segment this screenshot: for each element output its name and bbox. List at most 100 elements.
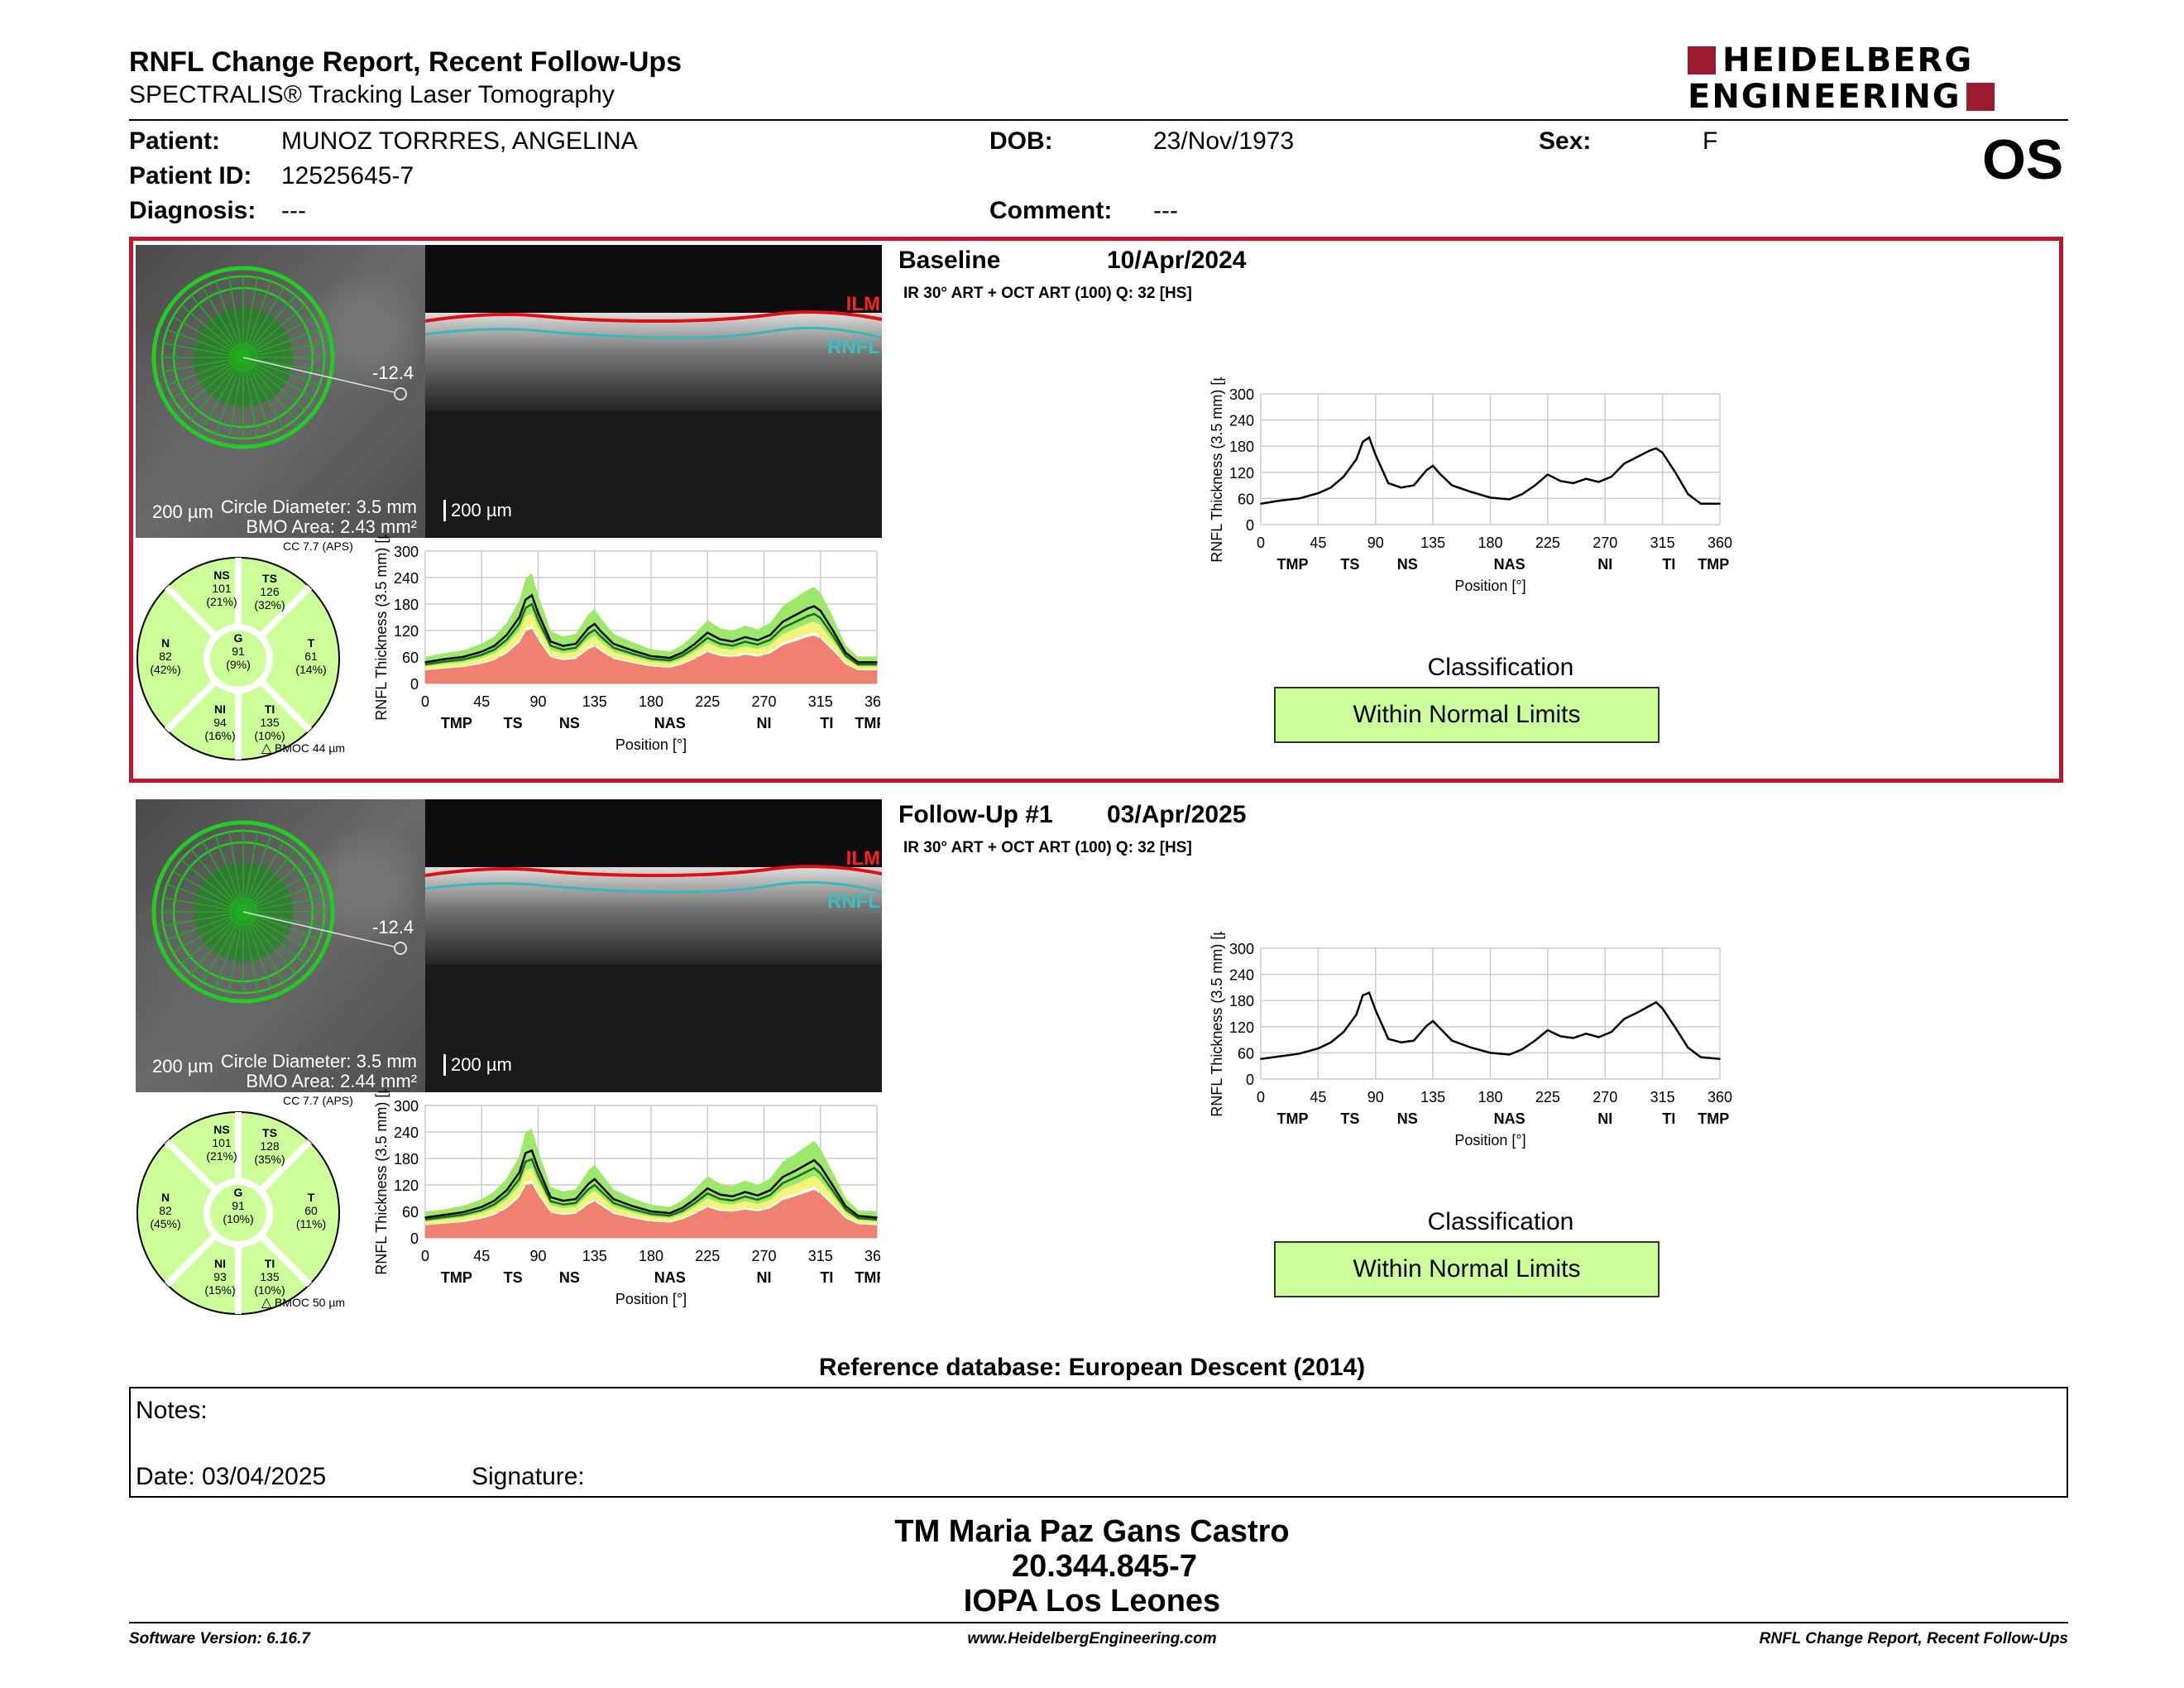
- borderline-band: [425, 1168, 877, 1225]
- rnfl-data-point: [1559, 1035, 1562, 1038]
- rnfl-data-point: [1719, 502, 1721, 505]
- rnfl-data-point: [563, 1200, 564, 1201]
- rnfl-data-point: [845, 1205, 846, 1207]
- delta-icon: △: [261, 1296, 272, 1310]
- rnfl-data-point: [807, 607, 809, 610]
- rnfl-data-point: [1534, 1039, 1536, 1042]
- rnfl-data-point: [1400, 487, 1402, 489]
- y-tick-label: 0: [410, 676, 419, 693]
- rnfl-data-point: [612, 1198, 615, 1200]
- sector-t-pct: (11%): [296, 1217, 326, 1230]
- circle-diameter-text: Circle Diameter: 3.5 mm: [220, 496, 417, 517]
- x-tick-label: 135: [1420, 1089, 1445, 1105]
- sector-ts-value: 128: [260, 1139, 280, 1153]
- rnfl-data-point: [1572, 1037, 1574, 1039]
- thickness-chart-with-norms: 0 60 120 180 240 300 0 45 90 135 180 225 270 315 360 TM…: [373, 535, 880, 753]
- rnfl-data-point: [1298, 497, 1300, 500]
- x-tick-label: 360: [864, 693, 880, 710]
- dob-value: 23/Nov/1973: [1153, 127, 1295, 155]
- rnfl-data-point: [1489, 1052, 1492, 1054]
- oct-bscan-image: ILM RNFL 200 µm: [425, 245, 882, 538]
- sector-ni-label: NI: [214, 1257, 226, 1270]
- rnfl-data-point: [682, 1206, 683, 1209]
- rnfl-data-point: [1451, 1039, 1454, 1042]
- y-tick-label: 300: [394, 1098, 419, 1115]
- sector-ts-value: 126: [260, 585, 280, 598]
- rnfl-data-point: [682, 651, 683, 654]
- sector-tick-label: TI: [820, 715, 833, 731]
- rnfl-data-point: [1547, 1029, 1549, 1031]
- x-tick-label: 270: [751, 693, 776, 710]
- rnfl-data-point: [1362, 995, 1364, 996]
- outside-limits-band: [425, 628, 877, 683]
- delta-icon: △: [261, 741, 272, 755]
- sector-ti-pct: (10%): [254, 729, 285, 742]
- sector-ns-value: 101: [212, 1136, 232, 1149]
- rnfl-data-point: [1400, 1041, 1402, 1043]
- sector-ti-label: TI: [265, 1257, 275, 1270]
- rnfl-data-point: [537, 611, 539, 614]
- footer-website-link[interactable]: www.HeidelbergEngineering.com: [967, 1630, 1217, 1647]
- rnfl-data-point: [549, 640, 552, 643]
- signer-name: TM Maria Paz Gans Castro: [894, 1514, 1290, 1549]
- sector-g-label: G: [234, 631, 243, 645]
- borderline-band: [425, 612, 877, 670]
- sector-tick-label: NAS: [1494, 1110, 1525, 1127]
- normal-range-band: [425, 573, 877, 668]
- rnfl-data-point: [1661, 1007, 1664, 1009]
- rnfl-data-point: [600, 1185, 602, 1187]
- thickness-chart-with-norms: 0 60 120 180 240 300 0 45 90 135 180 225 270 315 360 TM…: [373, 1089, 880, 1307]
- rnfl-data-point: [1279, 1055, 1281, 1057]
- rnfl-data-point: [1700, 1056, 1702, 1058]
- x-tick-label: 360: [864, 1248, 880, 1264]
- y-tick-label: 180: [1229, 993, 1254, 1009]
- x-tick-label: 180: [1478, 1089, 1502, 1105]
- sector-t-pct: (14%): [295, 663, 326, 676]
- rnfl-data-point: [1387, 1038, 1389, 1040]
- rnfl-data-point: [1355, 1014, 1358, 1015]
- rnfl-data-point: [631, 1205, 634, 1207]
- rnfl-data-point: [631, 650, 634, 651]
- y-tick-label: 180: [1229, 439, 1254, 455]
- sector-tick-label: TMP: [1698, 556, 1729, 573]
- thickness-chart-large: 0 60 120 180 240 300 0 45 90 135 180 225 270 315 360 TM…: [1209, 932, 1732, 1149]
- rnfl-data-point: [813, 1159, 815, 1161]
- y-tick-label: 180: [394, 1151, 419, 1168]
- scan-circle-overlay: [151, 820, 407, 1004]
- rnfl-data-point: [819, 610, 821, 611]
- logo-line2: ENGINEERING: [1688, 78, 1961, 116]
- sector-ts-label: TS: [262, 1126, 277, 1139]
- sector-ti-label: TI: [265, 703, 275, 716]
- x-tick-label: 180: [1478, 535, 1502, 551]
- rnfl-data-point: [1597, 1036, 1600, 1038]
- rnfl-data-point: [1623, 1018, 1626, 1020]
- reference-database: Reference database: European Descent (20…: [818, 1354, 1366, 1381]
- notes-box[interactable]: Notes: Date: 03/04/2025 Signature:: [129, 1387, 2068, 1498]
- y-axis-label: RNFL Thickness (3.5 mm) [µm]: [373, 1089, 390, 1275]
- y-tick-label: 240: [1229, 967, 1254, 984]
- sector-tick-label: TMP: [1698, 1110, 1729, 1127]
- y-tick-label: 120: [394, 623, 419, 640]
- rnfl-data-point: [1585, 477, 1587, 480]
- comment-value: ---: [1153, 197, 1178, 224]
- rnfl-data-point: [1317, 492, 1320, 494]
- rnfl-data-point: [832, 1185, 834, 1187]
- oct-bscan-image: ILM RNFL 200 µm: [425, 799, 882, 1092]
- heidelberg-logo: HEIDELBERG ENGINEERING: [1688, 43, 2068, 114]
- x-tick-label: 225: [695, 693, 720, 710]
- sector-tick-label: TMP: [441, 1269, 472, 1286]
- rnfl-data-point: [1425, 1024, 1428, 1027]
- fundus-scale-bar: 200 µm: [152, 1056, 213, 1077]
- x-tick-label: 225: [695, 1248, 720, 1264]
- x-axis-label: Position [°]: [1454, 578, 1525, 594]
- y-tick-label: 300: [1229, 386, 1254, 403]
- exam-name: Baseline: [898, 247, 1001, 274]
- sector-ni-value: 93: [213, 1270, 227, 1283]
- rnfl-data-point: [1260, 1057, 1262, 1060]
- sector-ts-label: TS: [262, 572, 277, 585]
- rnfl-data-point: [1362, 441, 1364, 443]
- x-tick-label: 225: [1535, 535, 1560, 551]
- sector-tick-label: TS: [1340, 556, 1359, 573]
- sector-t-value: 60: [304, 1204, 318, 1217]
- rnfl-data-point: [1343, 1031, 1345, 1033]
